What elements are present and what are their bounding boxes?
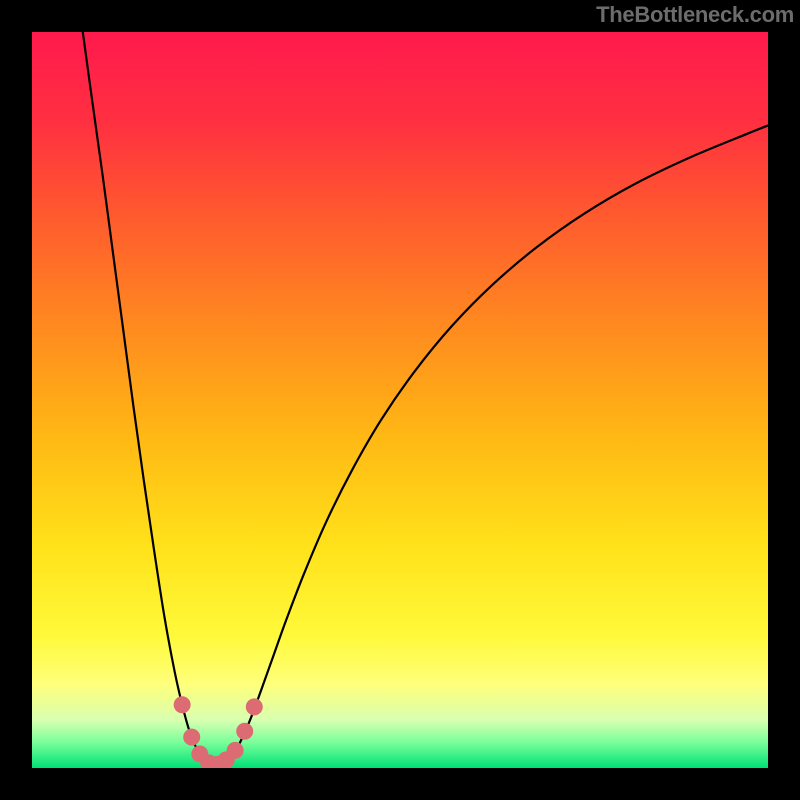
curve-marker (246, 699, 262, 715)
chart-container: TheBottleneck.com (0, 0, 800, 800)
attribution-label: TheBottleneck.com (596, 2, 794, 28)
bottleneck-curve (83, 32, 768, 765)
curve-marker (174, 697, 190, 713)
curve-marker (237, 723, 253, 739)
curve-markers (174, 697, 262, 768)
plot-area (32, 32, 768, 768)
curve-layer (32, 32, 768, 768)
curve-marker (184, 729, 200, 745)
curve-marker (227, 742, 243, 758)
